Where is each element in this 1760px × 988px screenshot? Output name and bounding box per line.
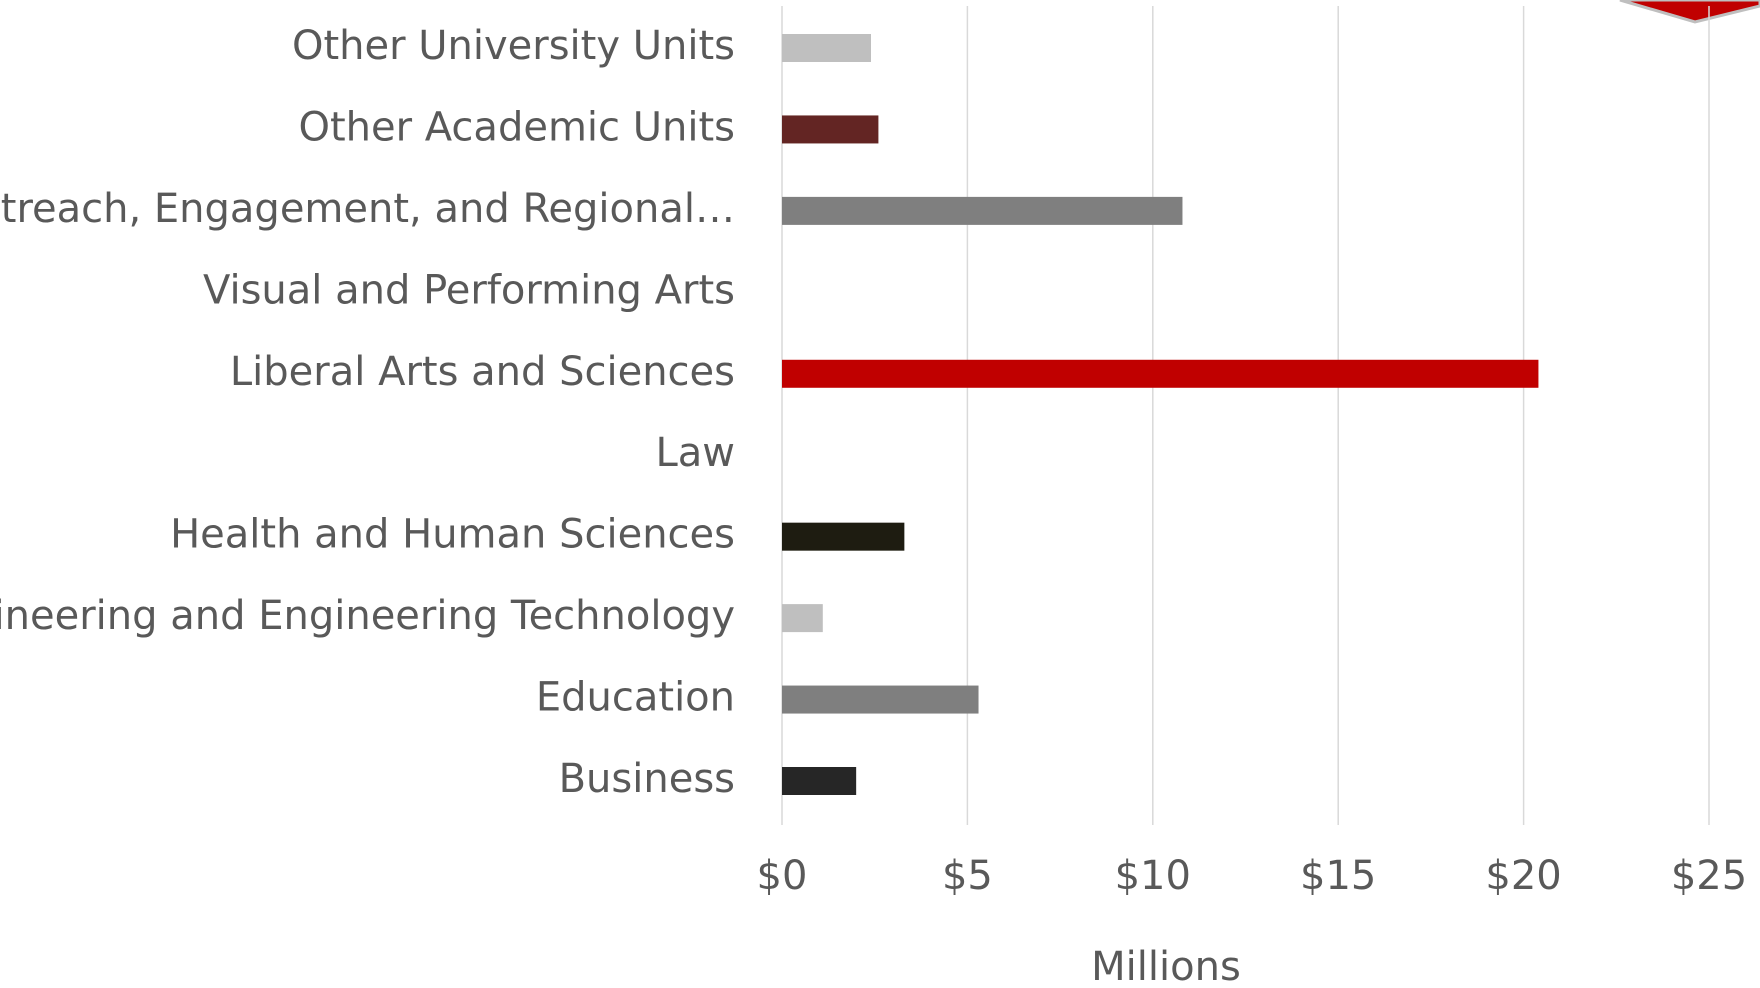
x-tick-label: $5 bbox=[942, 853, 993, 899]
x-axis-label: Millions bbox=[1091, 944, 1241, 988]
x-tick-label: $20 bbox=[1485, 853, 1561, 899]
bar bbox=[782, 767, 857, 795]
y-tick-label: Outreach, Engagement, and Regional… bbox=[0, 186, 735, 232]
y-tick-label: Visual and Performing Arts bbox=[203, 267, 735, 313]
y-tick-label: Other Academic Units bbox=[298, 104, 735, 150]
bar bbox=[782, 685, 979, 714]
bar bbox=[782, 115, 879, 144]
y-tick-label: Engineering and Engineering Technology bbox=[0, 593, 735, 639]
bar bbox=[782, 604, 823, 633]
x-tick-label: $15 bbox=[1300, 853, 1376, 899]
y-tick-label: Business bbox=[559, 756, 735, 802]
x-tick-label: $0 bbox=[757, 853, 808, 899]
y-tick-label: Liberal Arts and Sciences bbox=[230, 349, 735, 395]
bar bbox=[782, 196, 1183, 225]
bar bbox=[782, 34, 871, 62]
bar bbox=[782, 359, 1539, 388]
y-tick-label: Education bbox=[536, 675, 735, 721]
corner-decoration bbox=[1619, 0, 1760, 24]
y-tick-label: Law bbox=[655, 430, 735, 476]
bar bbox=[782, 522, 905, 551]
x-tick-label: $10 bbox=[1115, 853, 1191, 899]
y-tick-label: Health and Human Sciences bbox=[170, 512, 735, 558]
x-tick-label: $25 bbox=[1671, 853, 1747, 899]
y-tick-label: Other University Units bbox=[292, 23, 735, 69]
